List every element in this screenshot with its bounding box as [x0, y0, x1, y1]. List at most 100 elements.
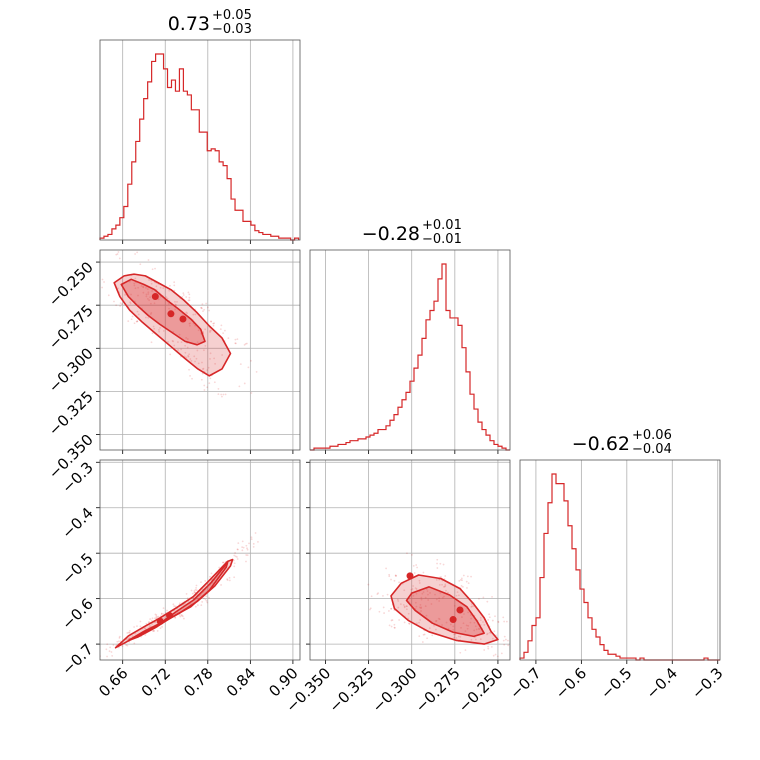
p10-sample-point: [186, 312, 189, 315]
p10-sample-point: [169, 284, 171, 287]
p11-title: −0.28 +0.01−0.01: [362, 218, 462, 247]
p21-sample-point: [515, 647, 517, 649]
p21-sample-point: [488, 616, 491, 619]
p21-sample-point: [403, 589, 406, 592]
p10-sample-point: [116, 253, 119, 255]
p20-sample-point: [209, 575, 211, 578]
p10-sample-point: [147, 259, 150, 261]
p21-sample-point: [461, 585, 464, 588]
p10-density-peak: [151, 293, 159, 301]
p10-sample-point: [185, 337, 188, 339]
p20-sample-point: [178, 602, 181, 605]
p10-sample-point: [174, 308, 177, 311]
p10-sample-point: [201, 303, 204, 306]
p21-sample-point: [419, 603, 422, 606]
p21-sample-point: [494, 615, 496, 618]
p10-sample-point: [210, 320, 213, 323]
p21-sample-point: [456, 591, 459, 594]
p20-sample-point: [233, 562, 236, 565]
p21-sample-point: [433, 624, 435, 627]
p21-sample-point: [500, 652, 503, 655]
p21-sample-point: [453, 633, 455, 636]
p20-sample-point: [174, 616, 177, 619]
p21-sample-point: [411, 588, 414, 590]
p00-hist-bar: [156, 54, 160, 240]
p11-hist-bar: [382, 430, 386, 450]
p20-sample-point: [236, 556, 238, 558]
p21-sample-point: [383, 612, 385, 614]
p10-sample-point: [147, 316, 150, 319]
p10-sample-point: [203, 384, 206, 387]
p00-hist-bar: [148, 82, 152, 240]
p21-sample-point: [486, 600, 489, 603]
p20-sample-point: [228, 576, 231, 579]
p22-xtick-label: −0.3: [688, 664, 726, 702]
p00-title-plus: +0.05: [212, 8, 252, 23]
p21-sample-point: [517, 637, 519, 639]
p10-sample-point: [181, 296, 184, 298]
p10-sample-point: [250, 359, 252, 362]
p10-sample-point: [188, 322, 191, 325]
p10-sample-point: [172, 340, 175, 343]
p10-sample-point: [187, 299, 190, 302]
p21-sample-point: [482, 621, 484, 623]
p22-title-minus: −0.04: [632, 442, 672, 457]
p10-sample-point: [187, 291, 190, 294]
p21-sample-point: [414, 601, 417, 604]
p10-sample-point: [151, 332, 154, 335]
p21-sample-point: [487, 645, 490, 648]
p10-sample-point: [197, 362, 200, 365]
p10-sample-point: [145, 287, 147, 289]
p21-sample-point: [482, 596, 485, 599]
p22-title-value: −0.62: [572, 433, 630, 455]
p21-sample-point: [438, 600, 441, 602]
p21-sample-point: [434, 593, 436, 596]
p10-sample-point: [123, 293, 126, 296]
p10-sample-point: [203, 308, 206, 311]
p10-sample-point: [173, 281, 176, 284]
p10-sample-point: [239, 363, 242, 366]
p21-sample-point: [394, 575, 397, 577]
p20-sample-point: [180, 614, 183, 617]
p21-sample-point: [382, 594, 384, 597]
p00-title-value: 0.73: [168, 13, 210, 35]
p21-sample-point: [424, 605, 427, 608]
p10-sample-point: [201, 307, 203, 310]
p11-frame: [309, 249, 511, 451]
p20-sample-point: [194, 588, 197, 591]
p21-sample-point: [441, 583, 443, 586]
p10-sample-point: [177, 341, 179, 343]
p21-sample-point: [420, 596, 423, 599]
p10-sample-point: [145, 293, 148, 296]
p10-sample-point: [188, 293, 191, 296]
p11-hist-bar: [342, 444, 346, 450]
p20-sample-point: [226, 579, 229, 582]
p20-sample-point: [118, 637, 121, 639]
p00-frame: [99, 39, 301, 241]
p21-sample-point: [437, 617, 440, 620]
p10-sample-point: [182, 294, 185, 296]
p10-sample-point: [118, 257, 121, 260]
p20-sample-point: [128, 630, 131, 632]
p21-sample-point: [469, 614, 472, 616]
p21-sample-point: [435, 578, 438, 581]
p10-sample-point: [169, 353, 172, 356]
p10-sample-point: [209, 377, 212, 380]
p10-sample-point: [217, 393, 220, 395]
p10-ytick-label: −0.250: [45, 258, 97, 310]
p21-sample-point: [376, 593, 379, 596]
p10-sample-point: [162, 330, 165, 332]
p21-sample-point: [418, 582, 421, 584]
p10-sample-point: [165, 296, 168, 299]
p11-title-minus: −0.01: [422, 232, 462, 247]
p21-sample-point: [494, 653, 497, 656]
p10-ytick-label: −0.300: [45, 344, 97, 396]
p10-sample-point: [178, 333, 181, 336]
p22-xtick-label: −0.7: [506, 664, 544, 702]
p10-sample-point: [208, 382, 211, 385]
p20-sample-point: [257, 540, 259, 543]
p10-sample-point: [134, 253, 136, 255]
p21-sample-point: [504, 638, 507, 641]
p20-sample-point: [250, 538, 253, 541]
p22-title: −0.62 +0.06−0.04: [572, 428, 672, 457]
